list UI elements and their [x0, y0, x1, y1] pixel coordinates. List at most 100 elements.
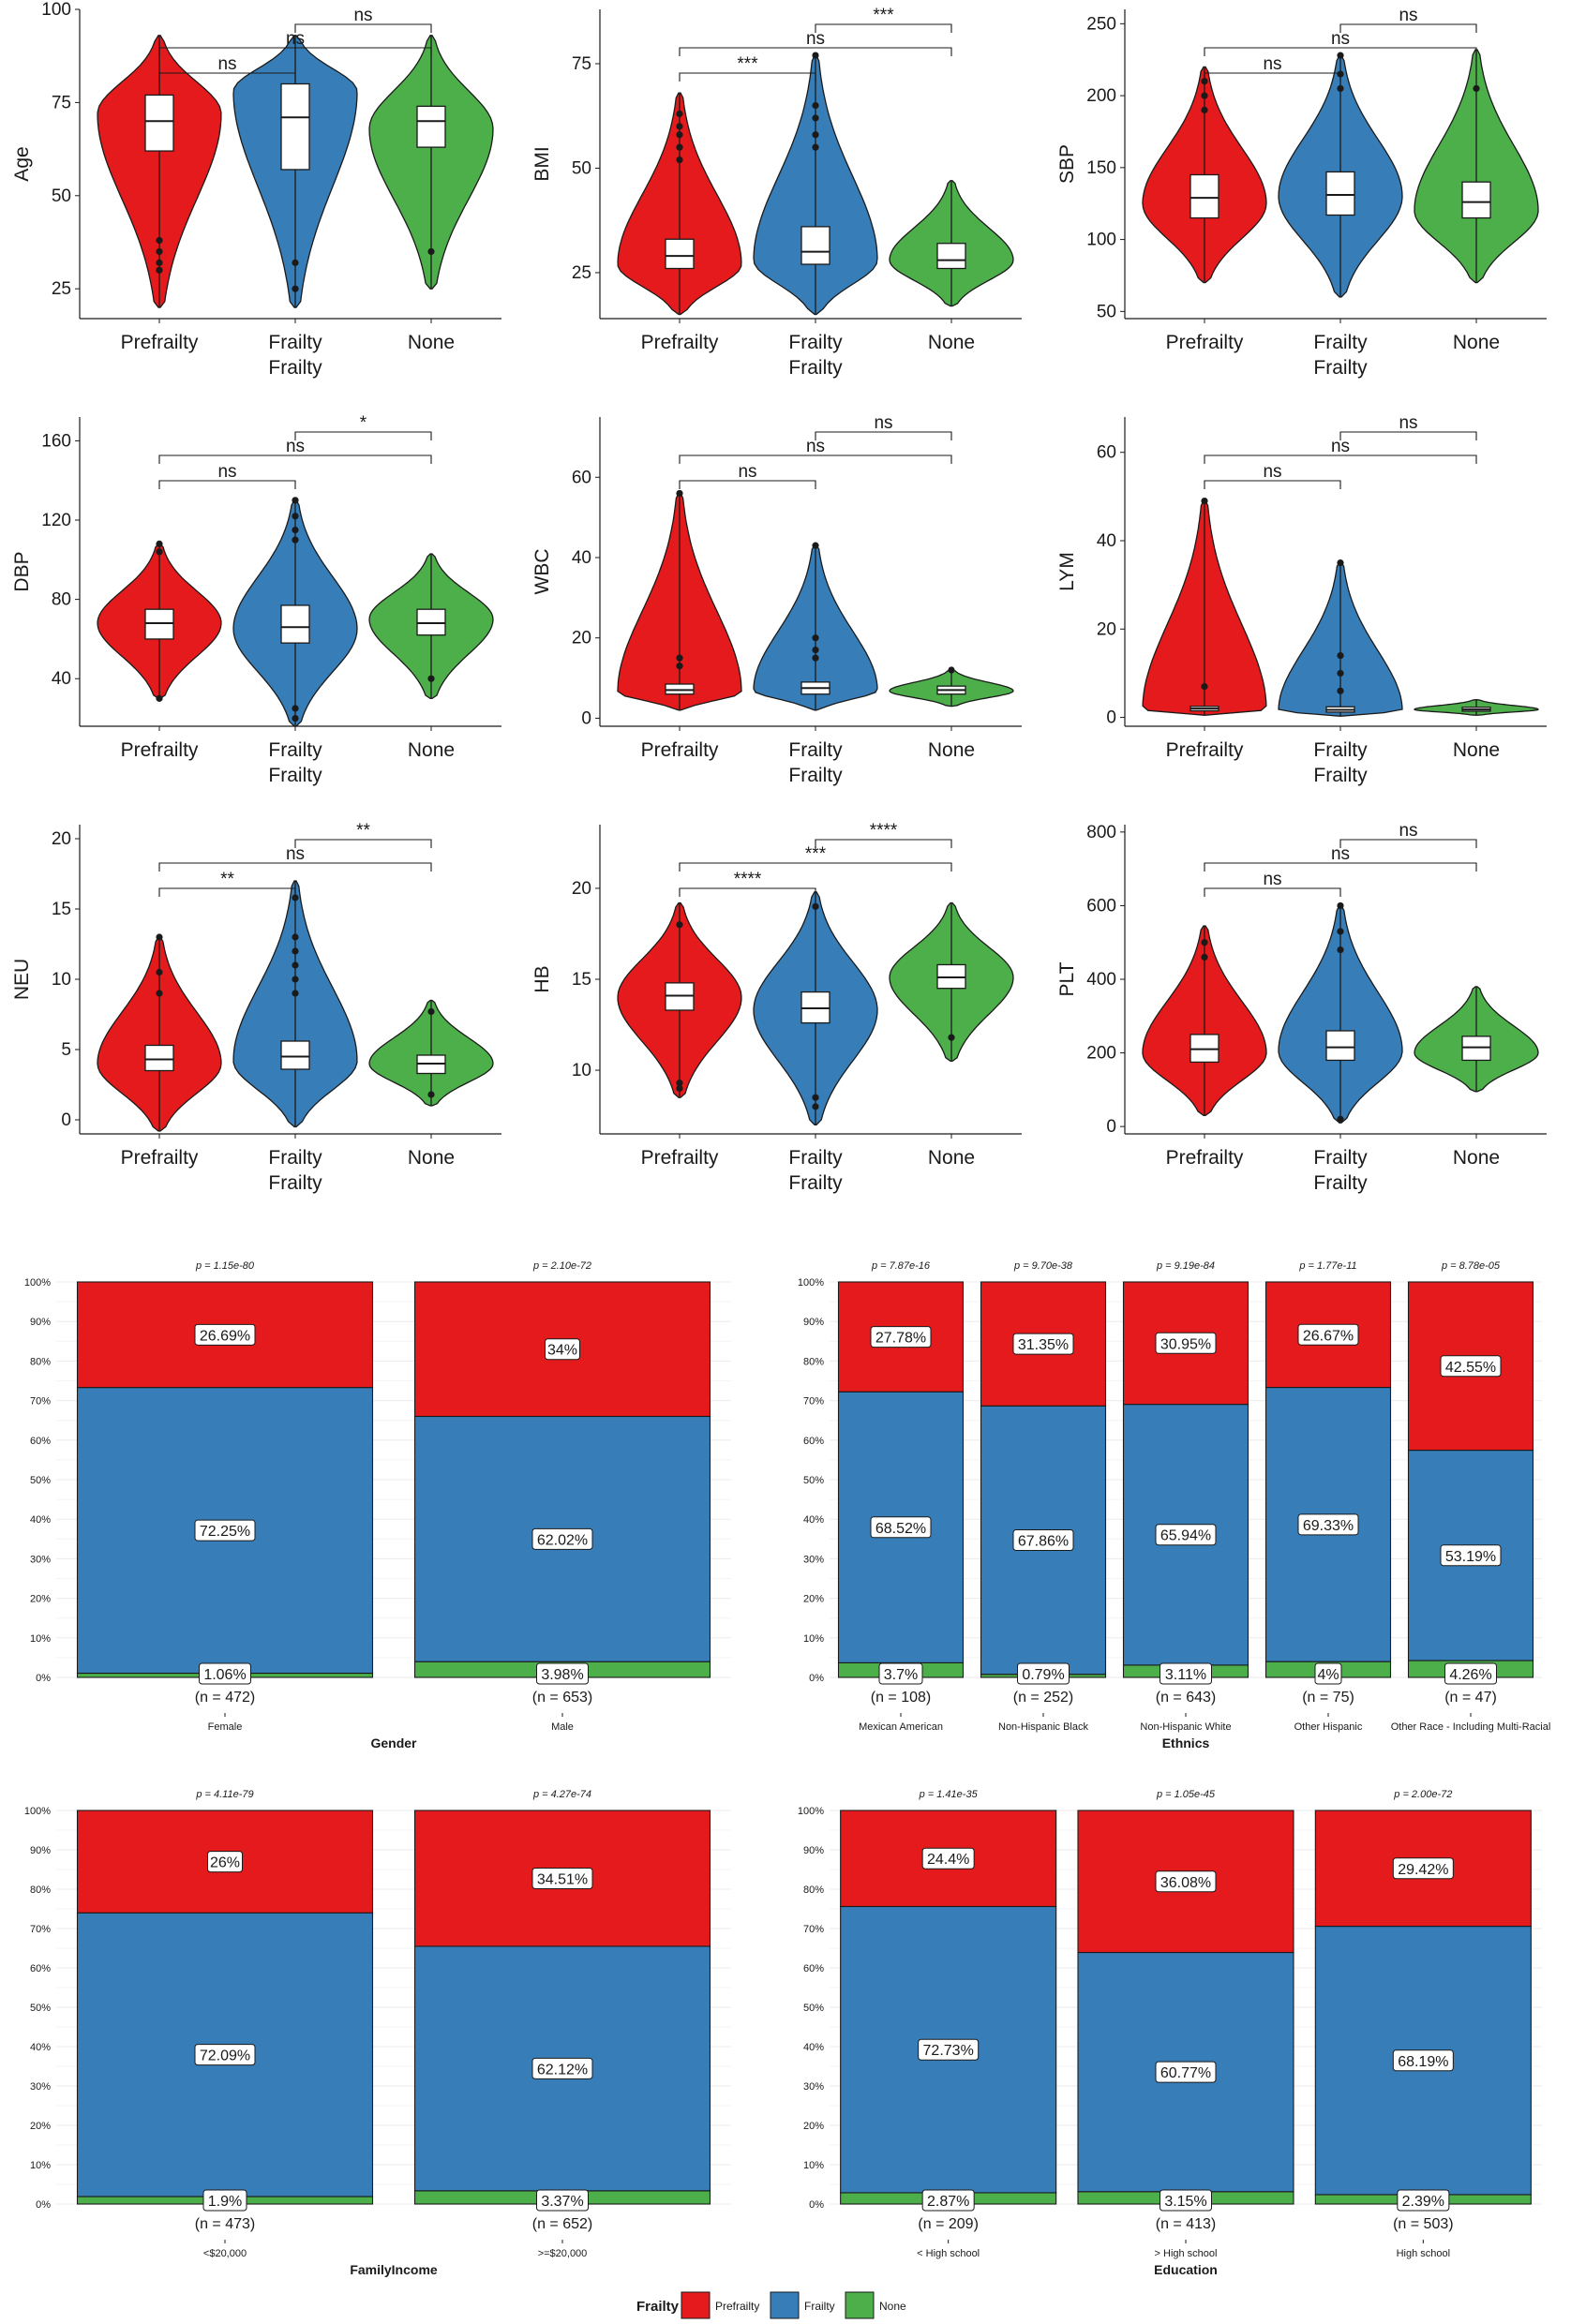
data-label: 62.12%: [537, 2062, 588, 2078]
y-tick-label: 20%: [30, 1594, 51, 1605]
outlier-point: [292, 536, 299, 544]
y-tick-label: 50: [572, 158, 591, 178]
x-axis-title: FamilyIncome: [350, 2262, 438, 2277]
box-prefrailty: [1189, 173, 1219, 219]
comparison-bracket: [679, 480, 816, 489]
comparison-bracket: [1204, 887, 1341, 897]
data-label-box: [1155, 1870, 1217, 1893]
y-tick-label: 15: [572, 970, 591, 990]
y-tick-label: 160: [41, 431, 71, 451]
y-tick-label: 400: [1086, 970, 1116, 990]
box-prefrailty: [665, 683, 695, 695]
data-label: 60.77%: [1160, 2065, 1211, 2081]
comparison-bracket: [158, 887, 296, 897]
box-frailty: [1325, 1030, 1355, 1062]
outlier-point: [292, 933, 299, 941]
data-label-box: [870, 1516, 932, 1539]
significance-label: ***: [805, 844, 827, 864]
x-tick-label: Frailty: [1313, 739, 1368, 761]
p-value-label: p = 8.78e-05: [1441, 1260, 1501, 1272]
x-tick-label: Frailty: [1313, 332, 1368, 353]
data-label: 72.73%: [923, 2043, 974, 2059]
y-tick-label: 30%: [803, 2081, 824, 2093]
significance-label: ns: [874, 413, 892, 433]
data-label: 34.51%: [537, 1871, 588, 1887]
x-tick-label: None: [1453, 1147, 1500, 1169]
stacked-bar-panel-gender: 0% 10% 20% 30% 40% 50% 60% 70% 80% 90% 100% 1.06% 72…: [24, 1260, 731, 1750]
y-axis-title: DBP: [11, 551, 33, 591]
y-tick-label: 10%: [803, 2160, 824, 2171]
comparison-bracket: [294, 839, 432, 848]
significance-label: **: [220, 870, 234, 889]
outlier-point: [156, 247, 163, 256]
n-label: (n = 47): [1444, 1690, 1497, 1706]
y-axis-title: PLT: [1056, 961, 1078, 996]
n-label: (n = 413): [1156, 2216, 1216, 2232]
data-label-box: [921, 1847, 975, 1870]
stacked-bar-panel-familyincome: 0% 10% 20% 30% 40% 50% 60% 70% 80% 90% 100% 1.9% 72.…: [24, 1789, 731, 2277]
outlier-point: [1337, 52, 1344, 59]
violin-panel-sbp: 50 100 150 200 250 SBP Frailty Prefrailty Frailt…: [1056, 6, 1547, 379]
outlier-point: [812, 52, 819, 59]
y-tick-label: 100%: [24, 1806, 51, 1817]
outlier-point: [1201, 939, 1208, 946]
outlier-point: [292, 497, 299, 504]
x-axis-title: Frailty: [1313, 357, 1368, 379]
y-tick-label: 0: [581, 708, 591, 728]
p-value-label: p = 2.00e-72: [1393, 1789, 1452, 1800]
data-label-box: [1017, 1662, 1070, 1685]
x-axis-title: Frailty: [1313, 765, 1368, 786]
y-tick-label: 70%: [803, 1924, 824, 1935]
data-label: 24.4%: [927, 1852, 969, 1868]
comparison-bracket: [679, 454, 952, 464]
data-label: 2.87%: [927, 2194, 969, 2210]
data-label: 65.94%: [1160, 1528, 1211, 1544]
outlier-point: [427, 675, 435, 682]
data-label: 42.55%: [1445, 1360, 1496, 1376]
legend-label: Frailty: [804, 2300, 835, 2313]
significance-label: *: [360, 413, 367, 433]
y-tick-label: 100%: [798, 1277, 824, 1289]
data-label: 67.86%: [1018, 1533, 1069, 1549]
y-tick-label: 20: [52, 829, 71, 849]
box-prefrailty: [144, 1044, 174, 1072]
outlier-point: [1337, 651, 1344, 660]
outlier-point: [156, 266, 163, 274]
outlier-point: [1337, 669, 1344, 678]
y-tick-label: 60%: [30, 1436, 51, 1447]
outlier-point: [1337, 1115, 1344, 1123]
outlier-point: [676, 663, 683, 670]
y-tick-label: 90%: [803, 1845, 824, 1856]
box-frailty: [1325, 171, 1355, 216]
p-value-label: p = 2.10e-72: [532, 1260, 591, 1272]
y-tick-label: 50: [52, 186, 71, 206]
violin-panel-lym: 0 20 40 60 LYM Frailty Prefrailty Frailty None ns…: [1056, 413, 1547, 786]
data-label: 2.39%: [1402, 2194, 1444, 2210]
data-label: 26.69%: [200, 1328, 250, 1344]
data-label: 29.42%: [1398, 1862, 1448, 1878]
box-frailty: [280, 604, 310, 644]
y-tick-label: 80%: [803, 1356, 824, 1367]
data-label-box: [194, 2044, 256, 2066]
outlier-point: [292, 961, 299, 969]
y-tick-label: 40%: [30, 2042, 51, 2053]
outlier-point: [812, 1103, 819, 1110]
comparison-bracket: [679, 862, 952, 872]
outlier-point: [676, 131, 683, 139]
outlier-point: [948, 1034, 955, 1041]
y-tick-label: 40: [52, 669, 71, 689]
box-prefrailty: [144, 94, 174, 152]
n-label: (n = 473): [195, 2216, 255, 2232]
y-tick-label: 80%: [30, 1356, 51, 1367]
y-axis-title: Age: [11, 146, 33, 181]
outlier-point: [156, 968, 163, 976]
outlier-point: [812, 143, 819, 151]
significance-label: ns: [1263, 462, 1281, 482]
y-tick-label: 30%: [30, 2081, 51, 2093]
box-none: [416, 105, 446, 148]
comparison-bracket: [158, 72, 296, 82]
x-tick-label: Prefrailty: [121, 739, 199, 761]
outlier-point: [292, 285, 299, 292]
x-tick-label: Prefrailty: [121, 1147, 199, 1169]
comparison-bracket: [1204, 480, 1341, 489]
